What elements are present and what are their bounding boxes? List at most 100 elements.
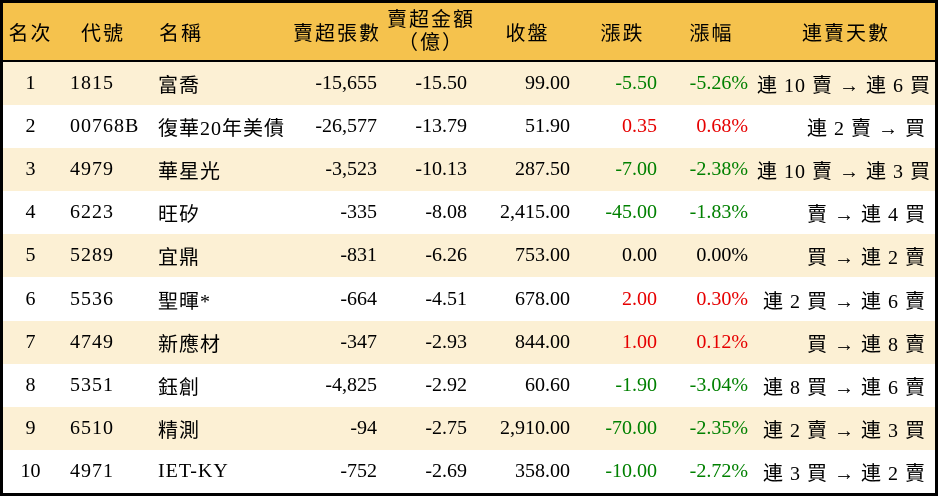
cell-change-pct: 0.12% [666, 320, 757, 364]
cell-sell-volume: -752 [340, 459, 377, 482]
cell-sell-volume: -94 [288, 406, 386, 450]
cell-streak: 賣 → 連 4 買 [807, 204, 926, 227]
cell-sell-amount: -15.50 [386, 61, 476, 106]
table-row: 8 5351 鈺創 -4,825 -2.92 60.60 -1.90 -3.04… [3, 364, 935, 407]
cell-code: 4979 [58, 148, 148, 192]
cell-rank: 8 [25, 373, 36, 396]
header-row: 名次 代號 名稱 賣超張數 賣超金額 （億） 收盤 漲跌 漲幅 連賣天數 [3, 3, 935, 62]
cell-sell-volume: -4,825 [325, 373, 377, 396]
col-header-close: 收盤 [476, 3, 579, 62]
cell-name: 宜鼎 [148, 234, 288, 278]
col-header-code: 代號 [58, 3, 148, 62]
cell-sell-amount: -13.79 [415, 115, 467, 138]
col-header-change-pct: 漲幅 [666, 3, 757, 62]
cell-rank: 3 [3, 148, 58, 192]
col-header-streak: 連賣天數 [757, 3, 935, 62]
table-row: 10 4971 IET-KY -752 -2.69 358.00 -10.00 … [3, 450, 935, 493]
cell-sell-amount: -2.69 [425, 459, 467, 482]
cell-name: 聖暉* [158, 290, 211, 313]
cell-change-pct: -2.38% [666, 148, 757, 192]
cell-streak: 連 8 買 → 連 6 賣 [763, 376, 926, 399]
cell-rank: 7 [3, 320, 58, 364]
cell-name: 精測 [148, 406, 288, 450]
cell-change: 2.00 [622, 287, 657, 310]
cell-code: 6223 [70, 201, 114, 224]
cell-close: 678.00 [515, 287, 570, 310]
table-row: 3 4979 華星光 -3,523 -10.13 287.50 -7.00 -2… [3, 148, 935, 192]
table-row: 1 1815 富喬 -15,655 -15.50 99.00 -5.50 -5.… [3, 61, 935, 106]
cell-rank: 9 [3, 406, 58, 450]
cell-change-pct: -2.72% [689, 459, 748, 482]
cell-code: 5351 [70, 373, 114, 396]
cell-change-pct: 0.00% [666, 234, 757, 278]
cell-sell-volume: -831 [288, 234, 386, 278]
table-row: 6 5536 聖暉* -664 -4.51 678.00 2.00 0.30% … [3, 277, 935, 320]
cell-sell-amount: -2.93 [386, 320, 476, 364]
cell-streak: 買 → 連 2 賣 [757, 234, 935, 278]
cell-sell-amount: -2.92 [425, 373, 467, 396]
cell-close: 99.00 [476, 61, 579, 106]
cell-rank: 6 [25, 287, 36, 310]
cell-code: 6510 [58, 406, 148, 450]
cell-sell-volume: -347 [288, 320, 386, 364]
cell-streak: 連 2 賣 → 連 3 買 [757, 406, 935, 450]
cell-change: -10.00 [605, 459, 657, 482]
col-header-rank: 名次 [3, 3, 58, 62]
cell-close: 51.90 [525, 115, 570, 138]
col-header-sell-volume: 賣超張數 [288, 3, 386, 62]
cell-name: 鈺創 [158, 376, 200, 399]
cell-change-pct: -3.04% [689, 373, 748, 396]
cell-streak: 連 2 買 → 連 6 賣 [763, 290, 926, 313]
cell-sell-amount: -8.08 [425, 201, 467, 224]
cell-change: 1.00 [579, 320, 666, 364]
cell-sell-volume: -26,577 [315, 115, 377, 138]
cell-sell-volume: -3,523 [288, 148, 386, 192]
cell-close: 2,415.00 [500, 201, 570, 224]
cell-change-pct: -5.26% [666, 61, 757, 106]
ranking-table: 名次 代號 名稱 賣超張數 賣超金額 （億） 收盤 漲跌 漲幅 連賣天數 1 1 [3, 3, 935, 493]
cell-streak: 連 10 賣 → 連 6 買 [757, 61, 935, 106]
cell-change: -5.50 [579, 61, 666, 106]
cell-change: -45.00 [605, 201, 657, 224]
cell-sell-volume: -15,655 [288, 61, 386, 106]
col-header-sell-amount: 賣超金額 （億） [386, 3, 476, 62]
cell-change-pct: -2.35% [666, 406, 757, 450]
cell-name: 華星光 [148, 148, 288, 192]
cell-sell-amount: -10.13 [386, 148, 476, 192]
cell-streak: 連 10 賣 → 連 3 買 [757, 148, 935, 192]
cell-close: 358.00 [515, 459, 570, 482]
cell-close: 287.50 [476, 148, 579, 192]
table-row: 5 5289 宜鼎 -831 -6.26 753.00 0.00 0.00% 買… [3, 234, 935, 278]
cell-sell-amount: -6.26 [386, 234, 476, 278]
cell-code: 5536 [70, 287, 114, 310]
col-header-sell-amount-line2: （億） [398, 31, 464, 54]
cell-code: 00768B [70, 115, 140, 138]
cell-name: IET-KY [158, 459, 229, 482]
cell-rank: 5 [3, 234, 58, 278]
cell-change-pct: 0.30% [696, 287, 748, 310]
cell-code: 1815 [58, 61, 148, 106]
col-header-name: 名稱 [148, 3, 288, 62]
cell-name: 新應材 [148, 320, 288, 364]
table-row: 9 6510 精測 -94 -2.75 2,910.00 -70.00 -2.3… [3, 406, 935, 450]
cell-change-pct: 0.68% [696, 115, 748, 138]
cell-close: 844.00 [476, 320, 579, 364]
table-row: 2 00768B 復華20年美債 -26,577 -13.79 51.90 0.… [3, 105, 935, 148]
cell-code: 4971 [70, 459, 114, 482]
cell-name: 復華20年美債 [158, 118, 285, 141]
cell-close: 753.00 [476, 234, 579, 278]
cell-sell-volume: -335 [340, 201, 377, 224]
cell-rank: 1 [3, 61, 58, 106]
cell-change: -1.90 [615, 373, 657, 396]
cell-rank: 4 [25, 201, 36, 224]
cell-change-pct: -1.83% [689, 201, 748, 224]
cell-close: 2,910.00 [476, 406, 579, 450]
cell-sell-amount: -4.51 [425, 287, 467, 310]
cell-code: 5289 [58, 234, 148, 278]
cell-close: 60.60 [525, 373, 570, 396]
cell-streak: 連 3 買 → 連 2 賣 [763, 462, 926, 485]
cell-change: 0.35 [622, 115, 657, 138]
table-row: 4 6223 旺矽 -335 -8.08 2,415.00 -45.00 -1.… [3, 191, 935, 234]
cell-change: -7.00 [579, 148, 666, 192]
cell-name: 富喬 [148, 61, 288, 106]
